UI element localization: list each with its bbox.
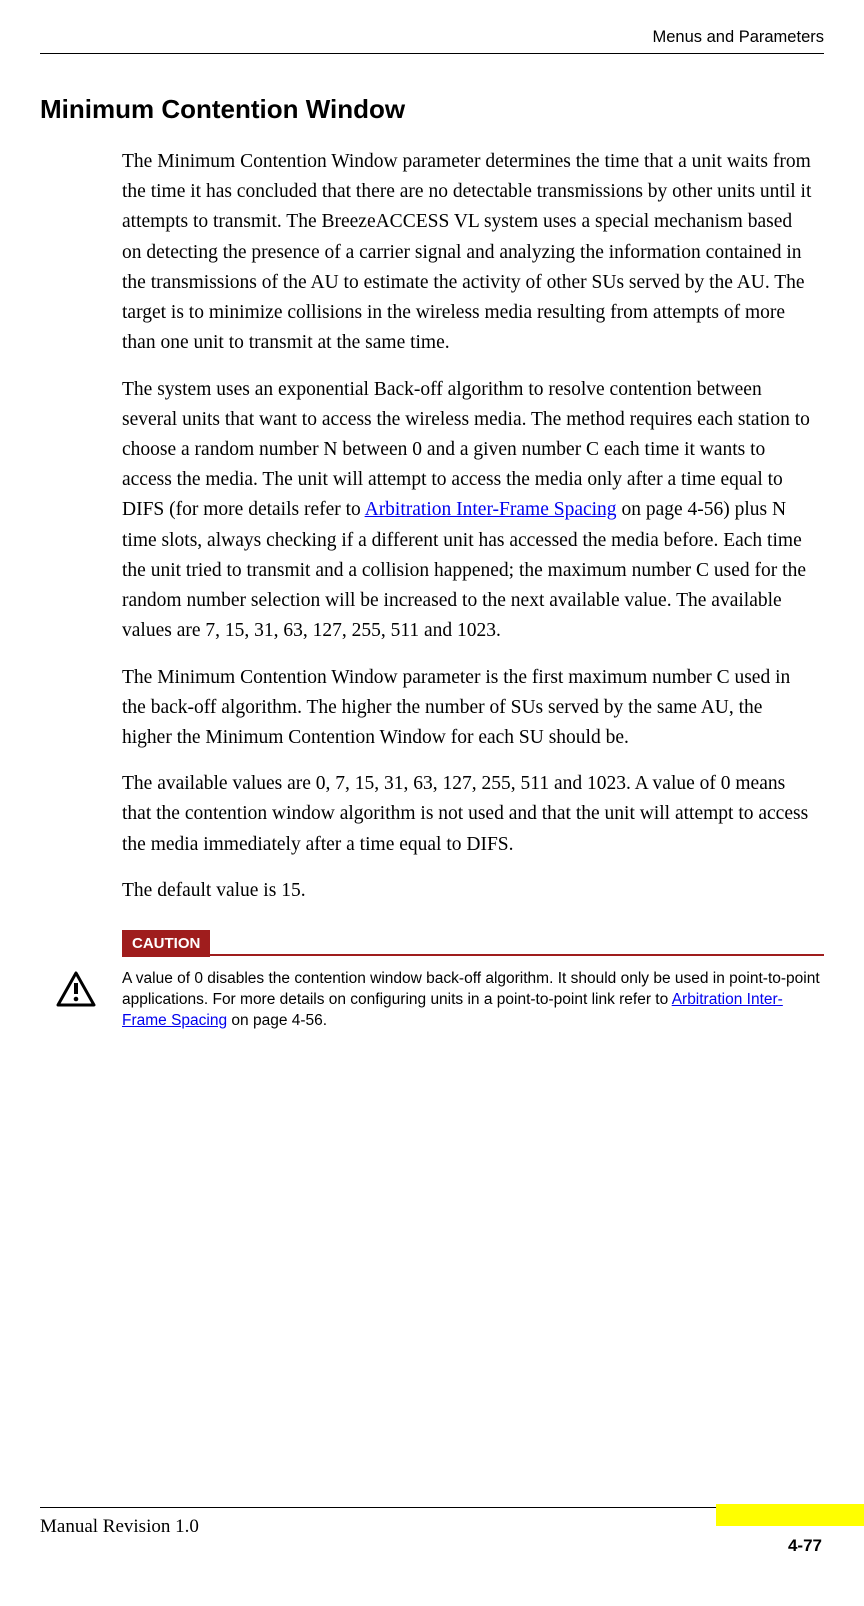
header-rule — [40, 53, 824, 54]
header-section-name: Menus and Parameters — [652, 28, 824, 46]
paragraph-2: The system uses an exponential Back-off … — [122, 375, 814, 647]
link-arbitration-ifs[interactable]: Arbitration Inter-Frame Spacing — [365, 499, 617, 520]
footer-revision: Manual Revision 1.0 — [40, 1516, 199, 1538]
warning-icon — [56, 971, 96, 1007]
caution-block: CAUTION A value of 0 disables the conten… — [122, 930, 824, 1032]
caution-header: CAUTION — [122, 930, 824, 957]
paragraph-4: The available values are 0, 7, 15, 31, 6… — [122, 769, 814, 860]
paragraph-3: The Minimum Contention Window parameter … — [122, 663, 814, 754]
caution-body: A value of 0 disables the contention win… — [56, 969, 824, 1032]
section-title: Minimum Contention Window — [40, 94, 824, 125]
page-number: 4-77 — [788, 1536, 822, 1556]
footer-accent-bar — [716, 1504, 864, 1526]
body-content: The Minimum Contention Window parameter … — [122, 147, 814, 906]
paragraph-1: The Minimum Contention Window parameter … — [122, 147, 814, 359]
page-footer: Manual Revision 1.0 4-77 — [40, 1507, 824, 1556]
caution-text: A value of 0 disables the contention win… — [122, 969, 824, 1032]
caution-text-after: on page 4-56. — [227, 1012, 327, 1029]
caution-label: CAUTION — [122, 930, 210, 957]
document-page: Menus and Parameters Minimum Contention … — [0, 0, 864, 1606]
footer-row: Manual Revision 1.0 4-77 — [40, 1516, 824, 1556]
page-header: Menus and Parameters — [40, 28, 824, 47]
paragraph-5: The default value is 15. — [122, 876, 814, 906]
footer-rule — [40, 1507, 824, 1508]
footer-right: 4-77 — [716, 1516, 824, 1556]
paragraph-2-after: on page 4-56) plus N time slots, always … — [122, 499, 806, 641]
caution-rule — [210, 930, 824, 956]
